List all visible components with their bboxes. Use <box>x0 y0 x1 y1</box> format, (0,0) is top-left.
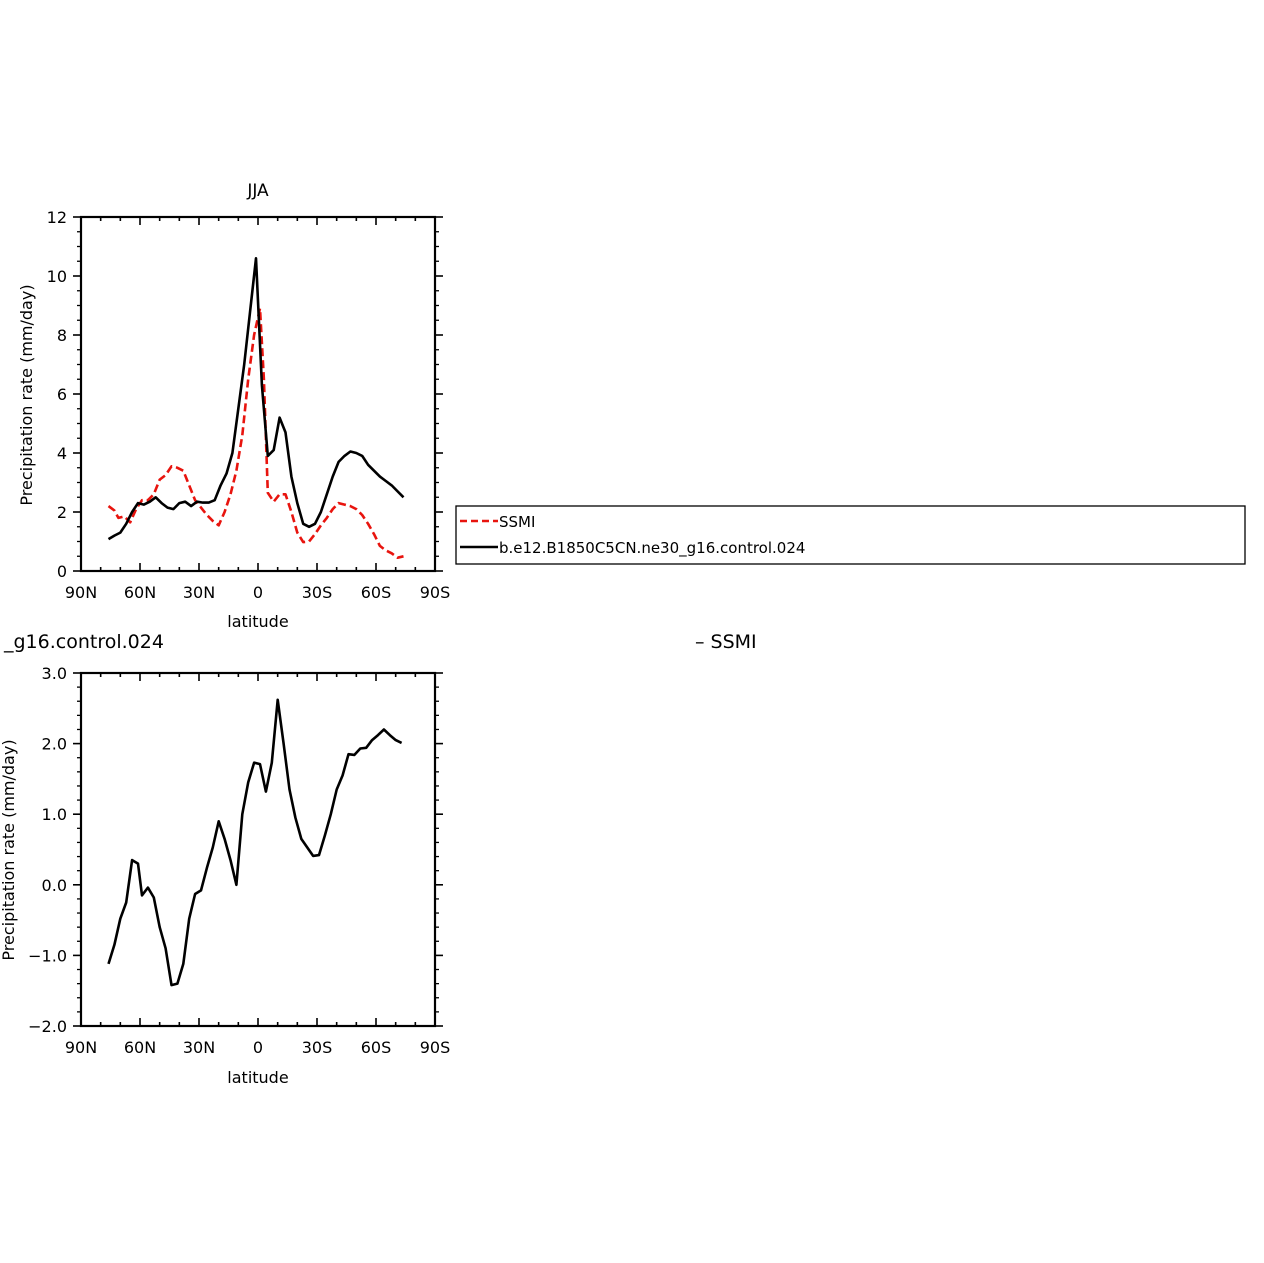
x-tick-label: 0 <box>253 583 263 602</box>
y-tick-label: 12 <box>47 208 67 227</box>
plot-frame <box>79 215 437 573</box>
series-line-1 <box>107 698 403 987</box>
y-tick-label: 8 <box>57 326 67 345</box>
chart-title: JJA <box>246 181 269 201</box>
y-tick-label: 1.0 <box>42 805 67 824</box>
x-tick-label: 60S <box>361 1038 392 1057</box>
x-tick-label: 90S <box>420 583 451 602</box>
x-tick-label: 60N <box>124 1038 156 1057</box>
y-tick-label: 0.0 <box>42 876 67 895</box>
y-tick-label: 2 <box>57 503 67 522</box>
y-tick-label: 0 <box>57 562 67 581</box>
x-tick-label: 90S <box>420 1038 451 1057</box>
x-tick-label: 30N <box>183 1038 215 1057</box>
bottom-chart: _g16.control.024 – SSMI 90N 60N 30N 0 30S 60S… <box>0 631 757 1087</box>
x-tick-label: 90N <box>65 583 97 602</box>
y-tick-label: 2.0 <box>42 735 67 754</box>
series-line-1 <box>107 307 404 560</box>
plot-frame <box>79 671 437 1028</box>
y-tick-label: −1.0 <box>28 946 67 965</box>
x-axis-label: latitude <box>227 1068 288 1087</box>
y-tick-label: 10 <box>47 267 67 286</box>
y-axis-label: Precipitation rate (mm/day) <box>17 284 36 505</box>
x-axis-label: latitude <box>227 612 288 631</box>
x-tick-label: 30N <box>183 583 215 602</box>
x-tick-label: 30S <box>302 583 333 602</box>
x-tick-label: 0 <box>253 1038 263 1057</box>
y-tick-label: 6 <box>57 385 67 404</box>
y-tick-label: 3.0 <box>42 664 67 683</box>
x-tick-label: 60S <box>361 583 392 602</box>
series-line-2 <box>107 256 405 541</box>
x-tick-label: 30S <box>302 1038 333 1057</box>
x-tick-label: 90N <box>65 1038 97 1057</box>
top-chart: JJA 90N 60N 30N 0 30S 60S 90S 0 2 4 6 8 10 12 latitud… <box>17 181 450 631</box>
x-tick-label: 60N <box>124 583 156 602</box>
chart-title-left-fragment: _g16.control.024 <box>3 631 164 653</box>
y-axis-label: Precipitation rate (mm/day) <box>0 739 18 960</box>
y-tick-label: −2.0 <box>28 1017 67 1036</box>
legend-box <box>455 505 1246 565</box>
legend-label-model: b.e12.B1850C5CN.ne30_g16.control.024 <box>499 539 805 558</box>
y-tick-label: 4 <box>57 444 67 463</box>
legend: SSMI b.e12.B1850C5CN.ne30_g16.control.02… <box>455 505 1246 565</box>
legend-label-ssmi: SSMI <box>499 513 535 531</box>
chart-title-right-fragment: – SSMI <box>695 631 757 653</box>
